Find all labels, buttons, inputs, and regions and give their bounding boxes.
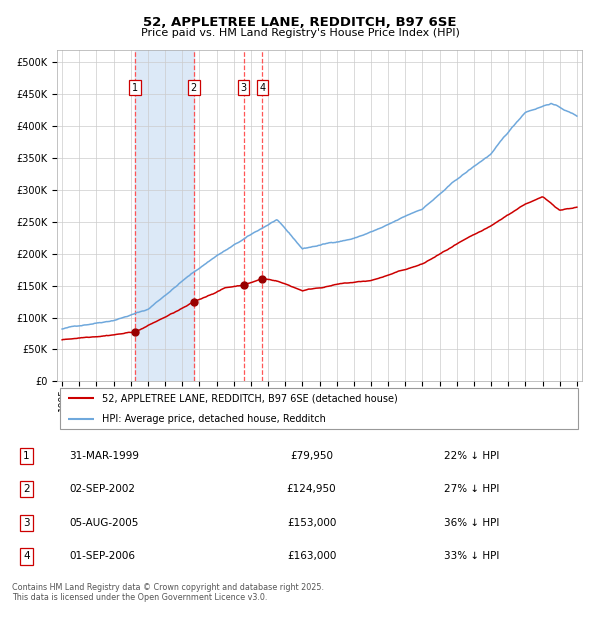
FancyBboxPatch shape (59, 388, 578, 429)
Text: £153,000: £153,000 (287, 518, 336, 528)
Text: 4: 4 (23, 551, 30, 561)
Text: 1: 1 (23, 451, 30, 461)
Text: 2: 2 (23, 484, 30, 494)
Text: 36% ↓ HPI: 36% ↓ HPI (444, 518, 499, 528)
Text: 3: 3 (23, 518, 30, 528)
Text: 52, APPLETREE LANE, REDDITCH, B97 6SE (detached house): 52, APPLETREE LANE, REDDITCH, B97 6SE (d… (101, 393, 397, 404)
Text: 33% ↓ HPI: 33% ↓ HPI (444, 551, 499, 561)
Text: 3: 3 (241, 82, 247, 93)
Text: £79,950: £79,950 (290, 451, 333, 461)
Bar (135, 50, 194, 381)
Text: HPI: Average price, detached house, Redditch: HPI: Average price, detached house, Redd… (101, 414, 325, 424)
Text: 05-AUG-2005: 05-AUG-2005 (70, 518, 139, 528)
Text: 22% ↓ HPI: 22% ↓ HPI (444, 451, 499, 461)
Text: 01-SEP-2006: 01-SEP-2006 (70, 551, 136, 561)
Text: 02-SEP-2002: 02-SEP-2002 (70, 484, 136, 494)
Text: £124,950: £124,950 (287, 484, 337, 494)
Text: £163,000: £163,000 (287, 551, 336, 561)
Text: 2: 2 (191, 82, 197, 93)
Text: 31-MAR-1999: 31-MAR-1999 (70, 451, 140, 461)
Text: 4: 4 (259, 82, 265, 93)
Text: Price paid vs. HM Land Registry's House Price Index (HPI): Price paid vs. HM Land Registry's House … (140, 28, 460, 38)
Text: 1: 1 (132, 82, 138, 93)
Text: Contains HM Land Registry data © Crown copyright and database right 2025.
This d: Contains HM Land Registry data © Crown c… (12, 583, 324, 602)
Text: 52, APPLETREE LANE, REDDITCH, B97 6SE: 52, APPLETREE LANE, REDDITCH, B97 6SE (143, 16, 457, 29)
Text: 27% ↓ HPI: 27% ↓ HPI (444, 484, 499, 494)
